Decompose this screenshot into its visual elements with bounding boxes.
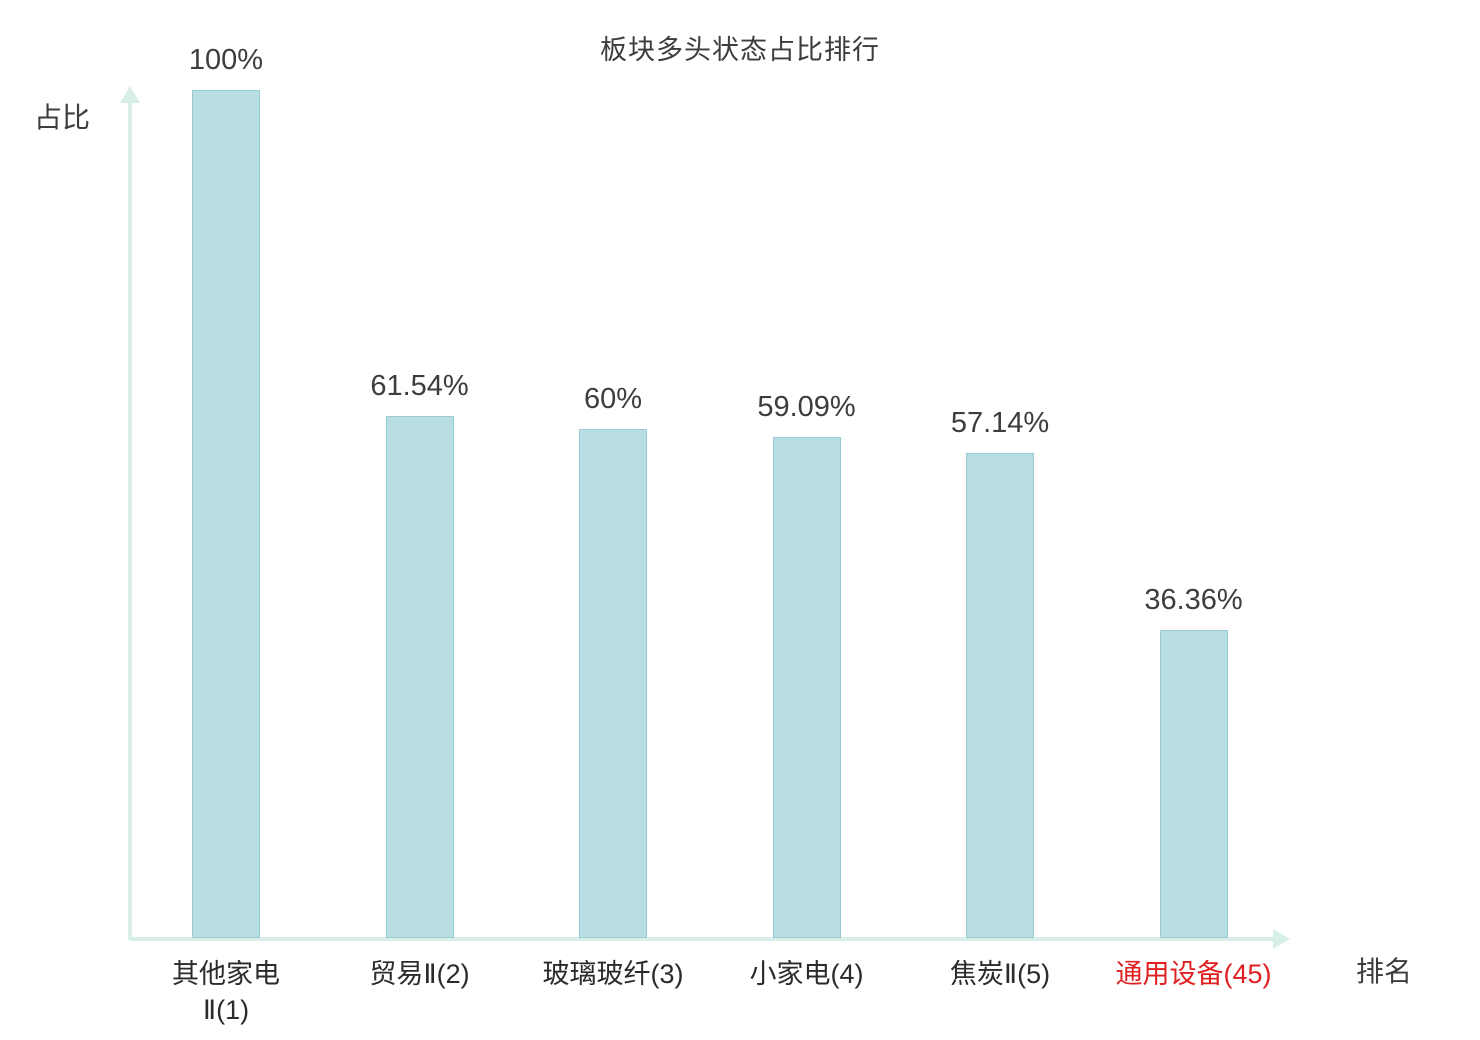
x-axis-title: 排名 xyxy=(1356,956,1413,987)
value-label-2: 60% xyxy=(583,383,643,416)
bar-1 xyxy=(385,416,454,938)
y-axis-arrow-icon xyxy=(120,86,140,103)
bar-2 xyxy=(579,429,647,938)
category-label-2: 玻璃玻纤(3) xyxy=(542,959,684,989)
y-axis xyxy=(128,102,132,940)
chart-title: 板块多头状态占比排行 xyxy=(600,35,880,65)
x-axis-arrow-icon xyxy=(1273,929,1290,949)
bar-3 xyxy=(772,436,841,938)
x-axis xyxy=(130,937,1275,941)
y-axis-title: 占比 xyxy=(34,102,91,133)
value-label-1: 61.54% xyxy=(370,370,469,403)
value-label-4: 57.14% xyxy=(950,407,1050,440)
bar-0 xyxy=(192,90,260,938)
bar-4 xyxy=(966,453,1034,938)
category-label-1: 贸易Ⅱ(2) xyxy=(369,959,470,989)
category-label-5: 通用设备(45) xyxy=(1115,959,1272,989)
value-label-3: 59.09% xyxy=(757,390,856,423)
value-label-5: 36.36% xyxy=(1144,583,1243,616)
value-label-0: 100% xyxy=(188,44,264,76)
bar-5 xyxy=(1159,629,1228,938)
category-label-0: 其他家电 Ⅱ(1) xyxy=(172,959,280,1026)
category-label-4: 焦炭Ⅱ(5) xyxy=(949,959,1051,989)
category-label-3: 小家电(4) xyxy=(749,959,864,989)
